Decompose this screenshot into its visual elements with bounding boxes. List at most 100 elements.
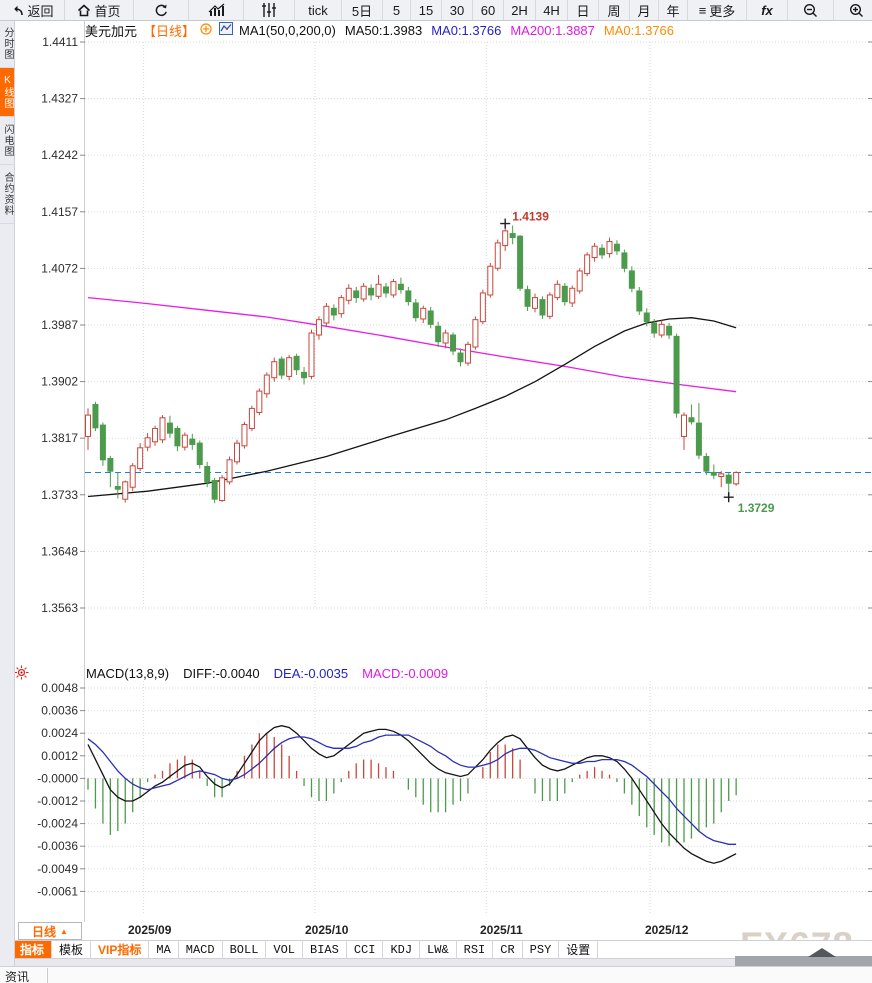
x-label-nov: 2025/11 [480, 923, 523, 937]
zoom-out-icon [803, 3, 818, 18]
sidebar-tab-lightning-chart[interactable]: 闪电图 [0, 117, 14, 165]
candle-chart-icon [261, 3, 277, 17]
macd-formula: MACD(13,8,9) [86, 665, 170, 681]
candle-chart-button[interactable] [244, 0, 295, 20]
ma-formula: MA1(50,0,200,0) [239, 22, 336, 38]
interval-month-button[interactable]: 月 [630, 0, 659, 20]
ma0-value-blue: MA0:1.3766 [431, 22, 502, 38]
interval-60m-button[interactable]: 60 [473, 0, 504, 20]
main-candlestick-chart[interactable]: 1.4411 1.4327 1.4242 1.4157 1.4072 1.3987 1.39… [14, 20, 872, 645]
interval-day-button[interactable]: 日 [568, 0, 599, 20]
interval-2h-button[interactable]: 2H [504, 0, 536, 20]
top-toolbar: 返回 首页 tick 5日 5 15 30 60 2H 4H 日 周 月 年 ≡… [0, 0, 872, 21]
tab-cr[interactable]: CR [493, 941, 523, 958]
svg-text:1.3987: 1.3987 [41, 318, 78, 332]
menu-icon: ≡ [698, 2, 707, 18]
svg-text:0.0012: 0.0012 [41, 749, 78, 763]
interval-5m-button[interactable]: 5 [383, 0, 411, 20]
macd-diff-value: DIFF:-0.0040 [183, 665, 260, 681]
home-button[interactable]: 首页 [65, 0, 134, 20]
interval-4h-button[interactable]: 4H [536, 0, 568, 20]
svg-text:1.3729: 1.3729 [738, 501, 775, 515]
news-bar: 资讯 [0, 966, 872, 983]
tab-psy[interactable]: PSY [523, 941, 560, 958]
svg-text:-0.0061: -0.0061 [37, 884, 78, 898]
x-label-oct: 2025/10 [305, 923, 349, 937]
svg-text:-0.0049: -0.0049 [37, 862, 78, 876]
tab-bias[interactable]: BIAS [303, 941, 347, 958]
tab-cci[interactable]: CCI [347, 941, 384, 958]
more-button[interactable]: ≡ 更多 [688, 0, 747, 20]
tab-kdj[interactable]: KDJ [383, 941, 421, 958]
axis-divider-line [84, 20, 85, 922]
interval-week-button[interactable]: 周 [599, 0, 630, 20]
svg-text:-0.0000: -0.0000 [37, 771, 78, 785]
tab-ma[interactable]: MA [149, 941, 179, 958]
svg-text:0.0024: 0.0024 [41, 726, 78, 740]
sidebar-tab-time-chart[interactable]: 分时图 [0, 20, 14, 68]
chart-type-sidebar: 分时图 K线图 闪电图 合约资料 [0, 20, 15, 966]
x-label-dec: 2025/12 [645, 923, 689, 937]
sidebar-tab-kline-chart[interactable]: K线图 [0, 68, 14, 117]
news-tab[interactable]: 资讯 [5, 968, 48, 983]
x-label-sep: 2025/09 [128, 923, 172, 937]
interval-15m-button[interactable]: 15 [411, 0, 442, 20]
zoom-in-icon [849, 3, 864, 18]
bottom-divider [0, 959, 872, 966]
zoom-in-button[interactable] [834, 0, 872, 20]
tab-vip-indicator[interactable]: VIP指标 [91, 941, 150, 958]
formula-button[interactable]: fx [747, 0, 788, 20]
tab-indicator[interactable]: 指标 [13, 941, 53, 958]
macd-header: MACD(13,8,9) DIFF:-0.0040 DEA:-0.0035 MA… [86, 665, 448, 681]
scroll-up-handle-icon[interactable] [808, 948, 836, 957]
home-icon [77, 3, 91, 17]
mini-chart-icon[interactable] [219, 22, 234, 38]
svg-text:0.0048: 0.0048 [41, 681, 78, 695]
indicator-tab-bar: 指标 模板 VIP指标 MA MACD BOLL VOL BIAS CCI KD… [0, 940, 872, 959]
area-chart-icon [208, 3, 225, 17]
period-tag: 【日线】 [143, 23, 196, 39]
tab-rsi[interactable]: RSI [457, 941, 494, 958]
tab-template[interactable]: 模板 [52, 941, 92, 958]
refresh-button[interactable] [134, 0, 189, 20]
svg-text:0.0036: 0.0036 [41, 704, 78, 718]
circle-plus-icon[interactable] [200, 22, 212, 38]
ma200-value: MA200:1.3887 [510, 22, 595, 38]
tab-vol[interactable]: VOL [266, 941, 304, 958]
interval-year-button[interactable]: 年 [659, 0, 688, 20]
tab-lwr[interactable]: LW& [420, 941, 457, 958]
sidebar-tab-contract-info[interactable]: 合约资料 [0, 165, 14, 224]
svg-text:1.3902: 1.3902 [41, 375, 78, 389]
interval-5d-button[interactable]: 5日 [342, 0, 383, 20]
home-label: 首页 [94, 3, 121, 19]
svg-text:1.4072: 1.4072 [41, 261, 78, 275]
back-arrow-icon [10, 4, 24, 17]
interval-30m-button[interactable]: 30 [442, 0, 473, 20]
tab-macd[interactable]: MACD [179, 941, 223, 958]
ma0-value-orange: MA0:1.3766 [603, 22, 675, 38]
fx-icon: fx [761, 2, 773, 18]
svg-text:1.3563: 1.3563 [41, 601, 78, 615]
svg-text:1.3733: 1.3733 [41, 488, 78, 502]
back-button[interactable]: 返回 [0, 0, 65, 20]
svg-text:1.4327: 1.4327 [41, 92, 78, 106]
svg-text:1.4242: 1.4242 [41, 148, 78, 162]
chevron-up-icon: ▲ [60, 926, 68, 936]
area-chart-button[interactable] [189, 0, 244, 20]
macd-macd-value: MACD:-0.0009 [362, 665, 449, 681]
svg-text:1.4411: 1.4411 [42, 35, 78, 49]
period-selector-button[interactable]: 日线 ▲ [18, 922, 82, 940]
indicator-settings-icon[interactable] [14, 665, 29, 685]
svg-text:1.3817: 1.3817 [41, 431, 78, 445]
macd-indicator-chart[interactable]: 0.0048 0.0036 0.0024 0.0012 -0.0000 -0.0012 -0… [14, 645, 872, 922]
symbol-name: 美元加元 [85, 23, 138, 39]
interval-tick-button[interactable]: tick [295, 0, 342, 20]
back-label: 返回 [27, 3, 54, 19]
ma50-value: MA50:1.3983 [344, 22, 423, 38]
svg-text:1.4139: 1.4139 [512, 210, 549, 224]
tab-settings[interactable]: 设置 [559, 941, 599, 958]
tab-boll[interactable]: BOLL [223, 941, 267, 958]
svg-text:-0.0036: -0.0036 [37, 839, 78, 853]
horizontal-scrollbar[interactable] [735, 956, 872, 966]
zoom-out-button[interactable] [788, 0, 834, 20]
